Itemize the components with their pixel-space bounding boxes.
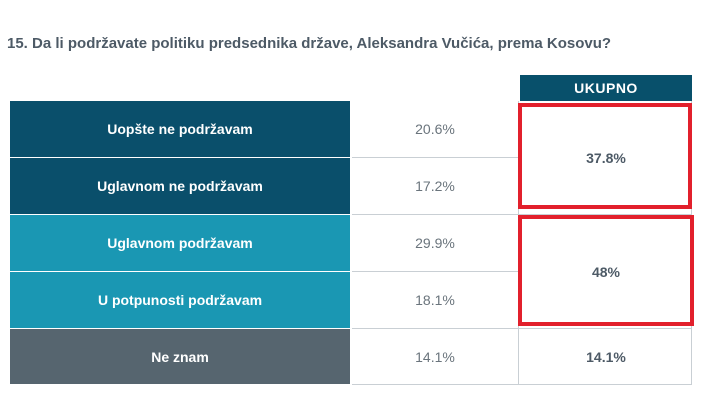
row-value-u-potpunosti-podrzavam: 18.1% [352, 272, 518, 328]
total-value-podrzava: 48% [520, 215, 692, 328]
grid-line [352, 271, 518, 272]
grid-line [352, 328, 692, 329]
total-value-ne-znam: 14.1% [520, 329, 692, 384]
highlight-box-ne-podrzava [518, 103, 692, 209]
row-value-uglavnom-podrzavam: 29.9% [352, 215, 518, 271]
grid-line [352, 214, 692, 215]
row-label-uopste-ne-podrzavam: Uopšte ne podržavam [10, 101, 350, 157]
row-label-uglavnom-podrzavam: Uglavnom podržavam [10, 215, 350, 271]
highlight-box-podrzava [518, 215, 694, 326]
row-value-ne-znam: 14.1% [352, 329, 518, 384]
row-value-uglavnom-ne-podrzavam: 17.2% [352, 158, 518, 214]
grid-line [352, 157, 518, 158]
grid-line [352, 384, 692, 385]
total-value-ne-podrzava: 37.8% [520, 101, 692, 214]
question-title: 15. Da li podržavate politiku predsednik… [7, 35, 612, 52]
ukupno-header: UKUPNO [520, 75, 692, 101]
row-value-uopste-ne-podrzavam: 20.6% [352, 101, 518, 157]
row-label-uglavnom-ne-podrzavam: Uglavnom ne podržavam [10, 158, 350, 214]
row-label-ne-znam: Ne znam [10, 329, 350, 384]
row-label-u-potpunosti-podrzavam: U potpunosti podržavam [10, 272, 350, 328]
